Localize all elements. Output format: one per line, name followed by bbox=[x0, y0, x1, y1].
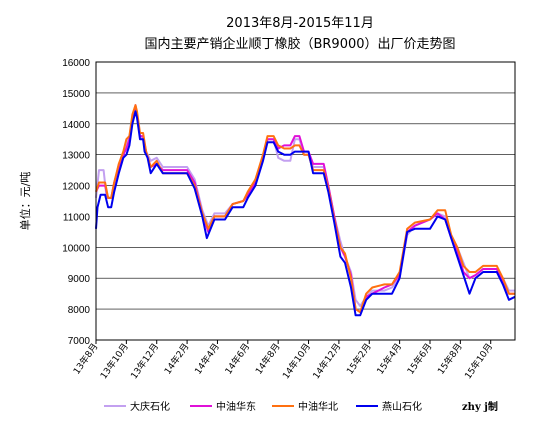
y-tick-label: 10000 bbox=[62, 243, 90, 254]
x-tick-label: 14年12月 bbox=[310, 341, 343, 381]
x-tick-label: 15年8月 bbox=[435, 341, 465, 377]
x-tick-label: 14年6月 bbox=[222, 341, 252, 377]
gridlines bbox=[96, 92, 515, 310]
series-line-3 bbox=[95, 110, 516, 317]
y-tick-label: 14000 bbox=[62, 120, 90, 131]
x-tick-label: 14年10月 bbox=[280, 341, 313, 381]
series-line-0 bbox=[95, 107, 515, 307]
series-line-1 bbox=[95, 104, 515, 314]
chart-title-line1: 2013年8月-2015年11月 bbox=[226, 16, 374, 31]
x-tick-label: 15年4月 bbox=[374, 341, 404, 377]
x-tick-label: 13年10月 bbox=[98, 341, 131, 381]
x-tick-label: 15年6月 bbox=[404, 341, 434, 377]
x-tick-label: 15年2月 bbox=[344, 341, 374, 377]
credit-label: zhy j制 bbox=[462, 400, 498, 413]
plot-frame bbox=[95, 61, 516, 341]
y-tick-label: 9000 bbox=[68, 274, 91, 285]
legend-label-2: 中油华北 bbox=[298, 400, 338, 413]
y-tick-label: 7000 bbox=[68, 336, 91, 347]
y-axis-label: 单位：元/吨 bbox=[18, 172, 32, 231]
x-tick-label: 13年12月 bbox=[128, 341, 161, 381]
x-tick-label: 14年4月 bbox=[192, 341, 222, 377]
y-tick-label: 15000 bbox=[62, 89, 90, 100]
series-line-2 bbox=[95, 104, 515, 314]
y-tick-label: 11000 bbox=[63, 212, 91, 223]
legend-label-0: 大庆石化 bbox=[130, 400, 170, 413]
y-tick-label: 16000 bbox=[62, 58, 90, 69]
legend: 大庆石化 中油华东 中油华北 燕山石化 bbox=[104, 400, 422, 413]
y-tick-label: 8000 bbox=[68, 305, 91, 316]
x-tick-label: 14年8月 bbox=[253, 341, 283, 377]
legend-label-3: 燕山石化 bbox=[382, 400, 422, 413]
series-lines bbox=[95, 104, 516, 317]
legend-label-1: 中油华东 bbox=[216, 400, 256, 413]
y-axis-ticks: 7000 8000 9000 10000 11000 12000 13000 14000 150… bbox=[62, 58, 90, 347]
y-tick-label: 12000 bbox=[62, 182, 90, 193]
chart-title-line2: 国内主要产销企业顺丁橡胶（BR9000）出厂价走势图 bbox=[144, 36, 455, 52]
y-tick-label: 13000 bbox=[62, 151, 90, 162]
x-tick-label: 14年2月 bbox=[162, 341, 192, 377]
x-tick-label: 15年10月 bbox=[462, 341, 495, 381]
